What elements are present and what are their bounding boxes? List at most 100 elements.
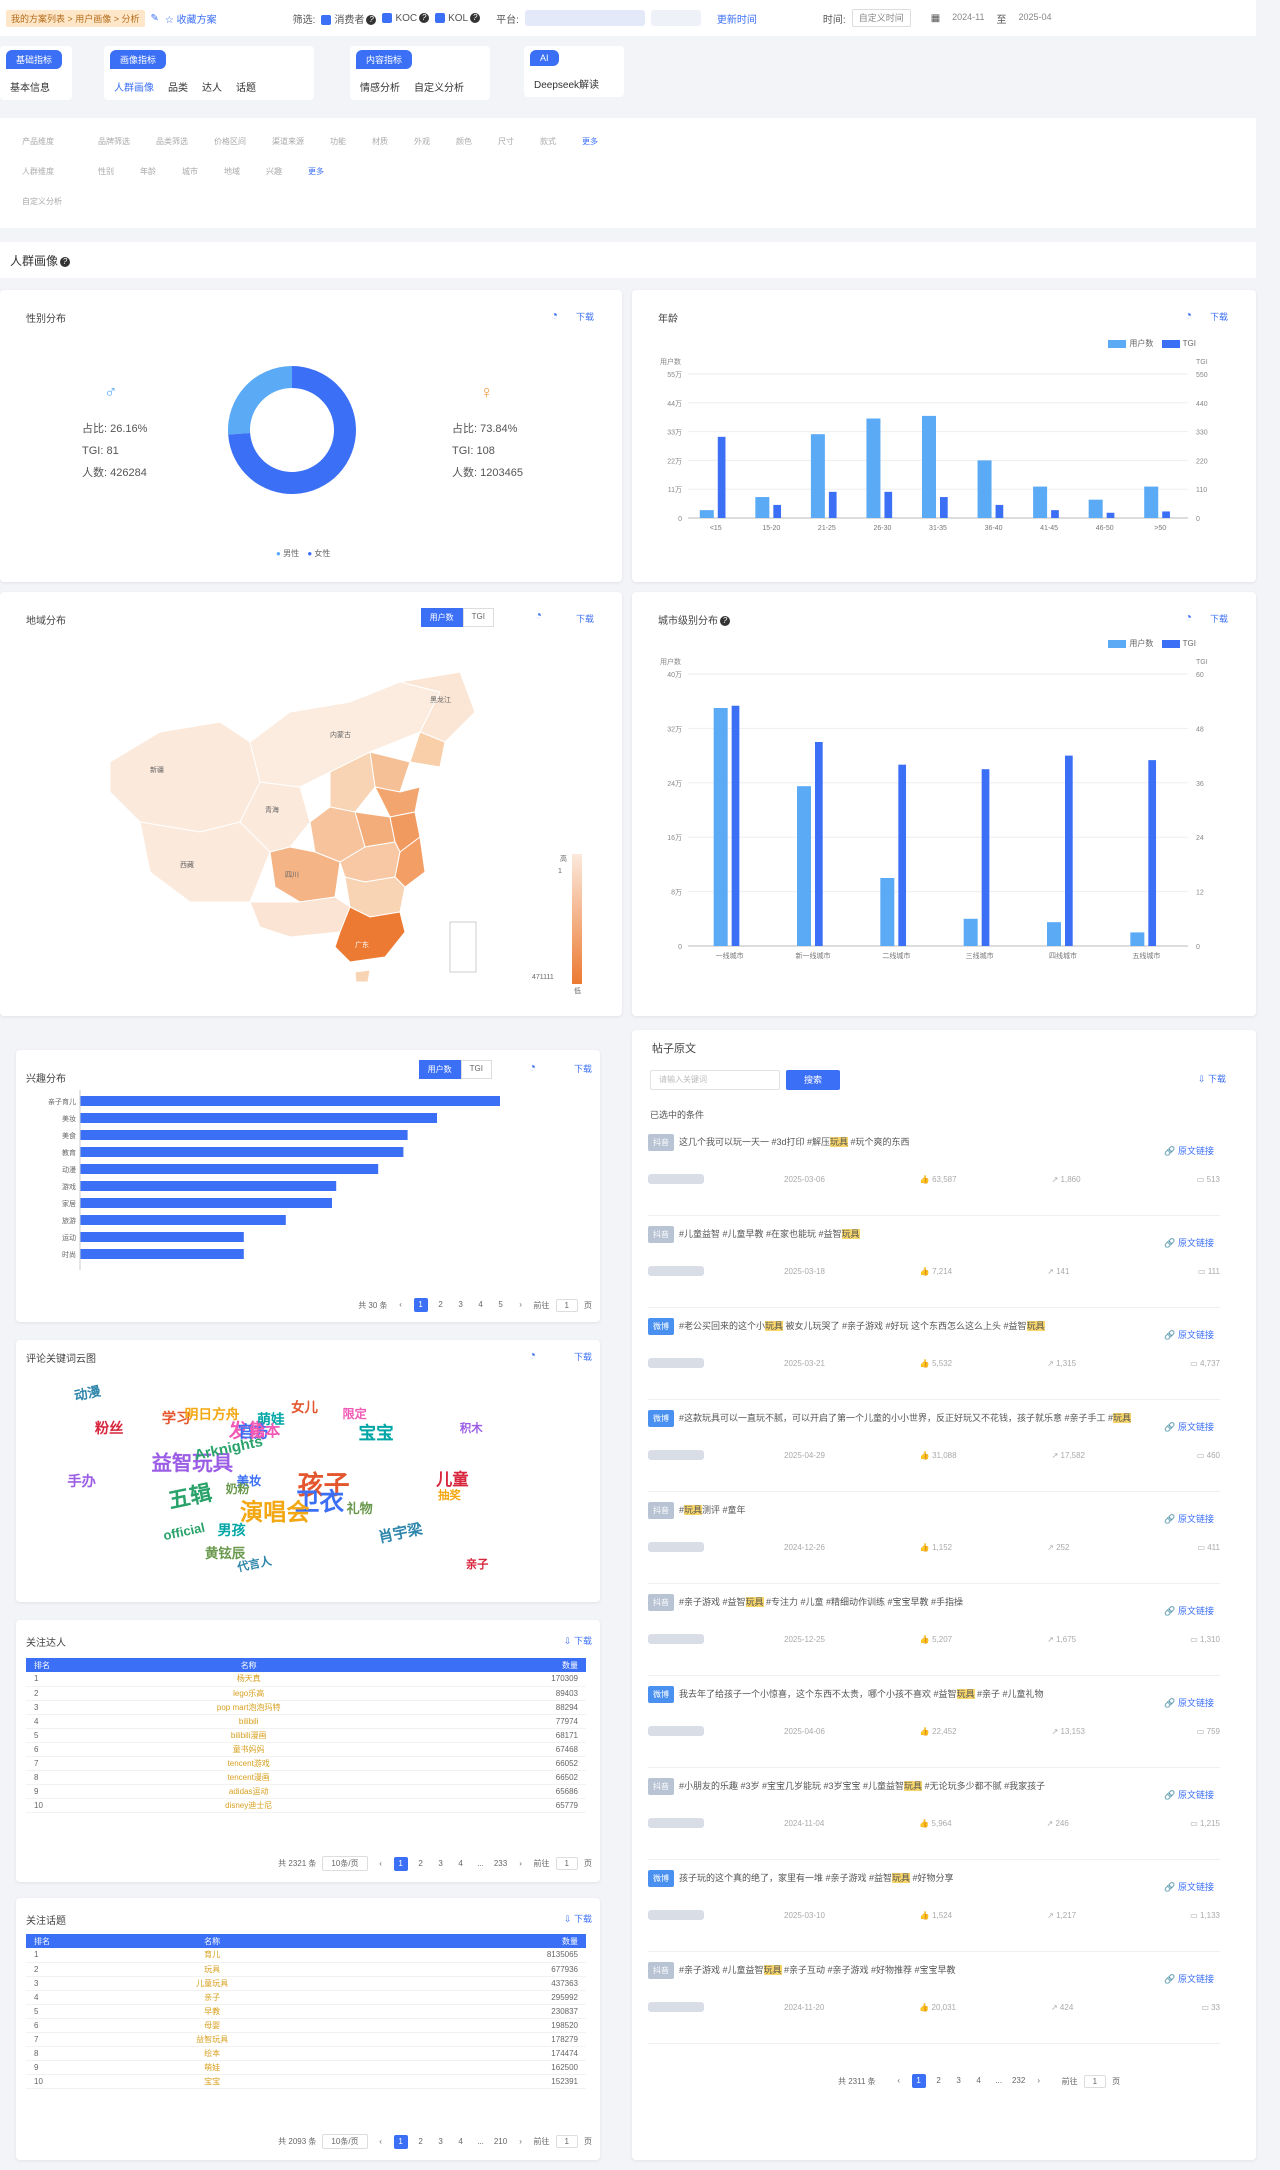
table-row[interactable]: 3 pop mart泡泡玛特 88294 bbox=[26, 1700, 586, 1715]
topic-name-cell[interactable]: 亲子 bbox=[86, 1990, 339, 2005]
pager-next[interactable]: › bbox=[519, 1858, 522, 1868]
cloud-word[interactable]: 明日方舟 bbox=[184, 1407, 240, 1423]
bar-users[interactable] bbox=[922, 415, 936, 518]
cloud-word[interactable]: 肖宇梁 bbox=[377, 1521, 425, 1547]
post-search-input[interactable]: 请输入关键词 bbox=[650, 1070, 780, 1090]
bar-tgi[interactable] bbox=[995, 504, 1004, 518]
cloud-word[interactable]: 发售 bbox=[228, 1420, 267, 1442]
pager-goto-input[interactable]: 1 bbox=[555, 2135, 578, 2148]
donut-slice-male[interactable] bbox=[228, 366, 292, 435]
edit-icon[interactable]: ✎ bbox=[150, 12, 159, 24]
author-avatar[interactable] bbox=[648, 1174, 704, 1184]
account-name-cell[interactable]: lego乐高 bbox=[86, 1686, 412, 1701]
pager-prev[interactable]: ‹ bbox=[379, 2136, 382, 2146]
bar-tgi[interactable] bbox=[815, 742, 823, 946]
filter-item[interactable]: 地域 bbox=[224, 167, 240, 176]
pager-page[interactable]: 3 bbox=[458, 1300, 463, 1309]
topic-name-cell[interactable]: 益智玩具 bbox=[86, 2032, 339, 2047]
help-icon[interactable]: ? bbox=[366, 14, 377, 25]
filter-item[interactable]: 城市 bbox=[182, 167, 198, 176]
date-end[interactable]: 2025-04 bbox=[1018, 12, 1052, 22]
filter-item[interactable]: 年龄 bbox=[140, 167, 156, 176]
download-button[interactable]: 下载 bbox=[573, 1064, 592, 1074]
col-name[interactable]: 名称 bbox=[86, 1934, 339, 1948]
topic-name-cell[interactable]: 早教 bbox=[86, 2004, 339, 2019]
cloud-word[interactable]: 孩子 bbox=[297, 1470, 350, 1500]
cloud-word[interactable]: 亲子 bbox=[465, 1559, 489, 1571]
interest-bar[interactable] bbox=[80, 1147, 404, 1157]
table-row[interactable]: 3 儿童玩具 437363 bbox=[26, 1976, 586, 1991]
post-content[interactable]: 抖音 #儿童益智 #儿童早教 #在家也能玩 #益智玩具 bbox=[648, 1226, 1148, 1243]
filter-item[interactable]: 功能 bbox=[330, 137, 346, 146]
bar-users[interactable] bbox=[810, 434, 825, 518]
cloud-word[interactable]: 学习 bbox=[161, 1410, 191, 1427]
cloud-word[interactable]: 黄铉辰 bbox=[204, 1545, 246, 1561]
col-count[interactable]: 数量 bbox=[338, 1934, 586, 1948]
map-region-xinjiang[interactable] bbox=[109, 721, 261, 833]
account-name-cell[interactable]: adidas运动 bbox=[86, 1784, 412, 1799]
table-row[interactable]: 10 宝宝 152391 bbox=[26, 2074, 586, 2089]
filter-more-link[interactable]: 更多 bbox=[308, 167, 324, 176]
bar-tgi[interactable] bbox=[1065, 755, 1073, 946]
color-scale-bar[interactable] bbox=[572, 854, 582, 984]
pager-page[interactable]: 2 bbox=[418, 2136, 423, 2146]
bar-tgi[interactable] bbox=[898, 764, 907, 946]
table-row[interactable]: 5 bilibili漫画 68171 bbox=[26, 1728, 586, 1743]
author-avatar[interactable] bbox=[648, 1910, 704, 1920]
author-avatar[interactable] bbox=[648, 1358, 704, 1368]
toggle-tgi[interactable]: TGI bbox=[460, 1060, 492, 1079]
download-button[interactable]: 下载 bbox=[573, 1352, 592, 1362]
original-link[interactable]: 🔗 原文链接 bbox=[1164, 1146, 1214, 1156]
cloud-word[interactable]: 益智玩具 bbox=[151, 1452, 234, 1475]
pager-next[interactable]: › bbox=[519, 1300, 522, 1309]
pager-page[interactable]: 3 bbox=[956, 2076, 961, 2085]
col-rank[interactable]: 排名 bbox=[26, 1934, 86, 1948]
table-row[interactable]: 7 益智玩具 178279 bbox=[26, 2032, 586, 2047]
cloud-word[interactable]: 绘本 bbox=[249, 1423, 281, 1441]
chart-type-icon[interactable]: ◔ bbox=[1184, 610, 1192, 624]
pager-size-select[interactable]: 10条/页 bbox=[322, 1856, 368, 1871]
calendar-icon[interactable]: ▦ bbox=[930, 12, 941, 24]
filter-item[interactable]: 兴趣 bbox=[266, 167, 282, 176]
bar-users[interactable] bbox=[880, 878, 895, 946]
cloud-word[interactable]: 粉丝 bbox=[94, 1420, 124, 1437]
account-name-cell[interactable]: 童书妈妈 bbox=[86, 1742, 412, 1757]
topic-name-cell[interactable]: 儿童玩具 bbox=[86, 1976, 339, 1991]
pager-page[interactable]: 233 bbox=[493, 1858, 508, 1868]
date-start[interactable]: 2024-11 bbox=[952, 12, 985, 22]
tab-kol[interactable]: 达人 bbox=[202, 83, 222, 94]
pager-page[interactable]: 5 bbox=[498, 1300, 503, 1309]
bar-tgi[interactable] bbox=[1162, 511, 1170, 518]
pager-page[interactable]: 2 bbox=[438, 1300, 443, 1309]
cloud-word[interactable]: 女儿 bbox=[291, 1400, 318, 1416]
chart-type-icon[interactable]: ◔ bbox=[1184, 308, 1192, 322]
interest-bar[interactable] bbox=[80, 1249, 244, 1259]
bar-users[interactable] bbox=[1088, 499, 1103, 518]
cloud-word[interactable]: official bbox=[162, 1519, 207, 1544]
pager-page[interactable]: 4 bbox=[478, 1300, 483, 1309]
post-content[interactable]: 抖音 #玩具测评 #童年 bbox=[648, 1502, 1148, 1519]
update-time-link[interactable]: 更新时间 bbox=[716, 14, 757, 26]
bar-tgi[interactable] bbox=[717, 436, 726, 518]
pager-ellipsis[interactable]: ... bbox=[477, 1858, 484, 1868]
col-count[interactable]: 数量 bbox=[411, 1658, 586, 1672]
breadcrumb-chip[interactable]: 我的方案列表 > 用户画像 > 分析 bbox=[6, 9, 145, 27]
cloud-word[interactable]: 萌娃 bbox=[257, 1411, 285, 1427]
bar-users[interactable] bbox=[699, 510, 714, 518]
pager-prev[interactable]: ‹ bbox=[379, 1858, 382, 1868]
cloud-word[interactable]: 官方 bbox=[237, 1423, 270, 1441]
bar-users[interactable] bbox=[797, 786, 811, 946]
map-region-tibet[interactable] bbox=[139, 821, 271, 903]
chart-type-icon[interactable]: ◔ bbox=[528, 1060, 536, 1074]
bar-tgi[interactable] bbox=[828, 491, 837, 518]
original-link[interactable]: 🔗 原文链接 bbox=[1164, 1698, 1214, 1708]
time-mode-select[interactable]: 自定义时间 bbox=[851, 9, 911, 27]
account-name-cell[interactable]: 杨天真 bbox=[86, 1672, 412, 1687]
account-name-cell[interactable]: pop mart泡泡玛特 bbox=[86, 1700, 412, 1715]
interest-bar[interactable] bbox=[80, 1130, 408, 1140]
account-name-cell[interactable]: tencent漫画 bbox=[86, 1770, 412, 1785]
pager-page[interactable]: 3 bbox=[438, 2136, 443, 2146]
pager-next[interactable]: › bbox=[519, 2136, 522, 2146]
download-button[interactable]: ⇩ 下载 bbox=[563, 1914, 592, 1924]
post-content[interactable]: 微博 孩子玩的这个真的绝了，家里有一堆 #亲子游戏 #益智玩具 #好物分享 bbox=[648, 1870, 1148, 1887]
